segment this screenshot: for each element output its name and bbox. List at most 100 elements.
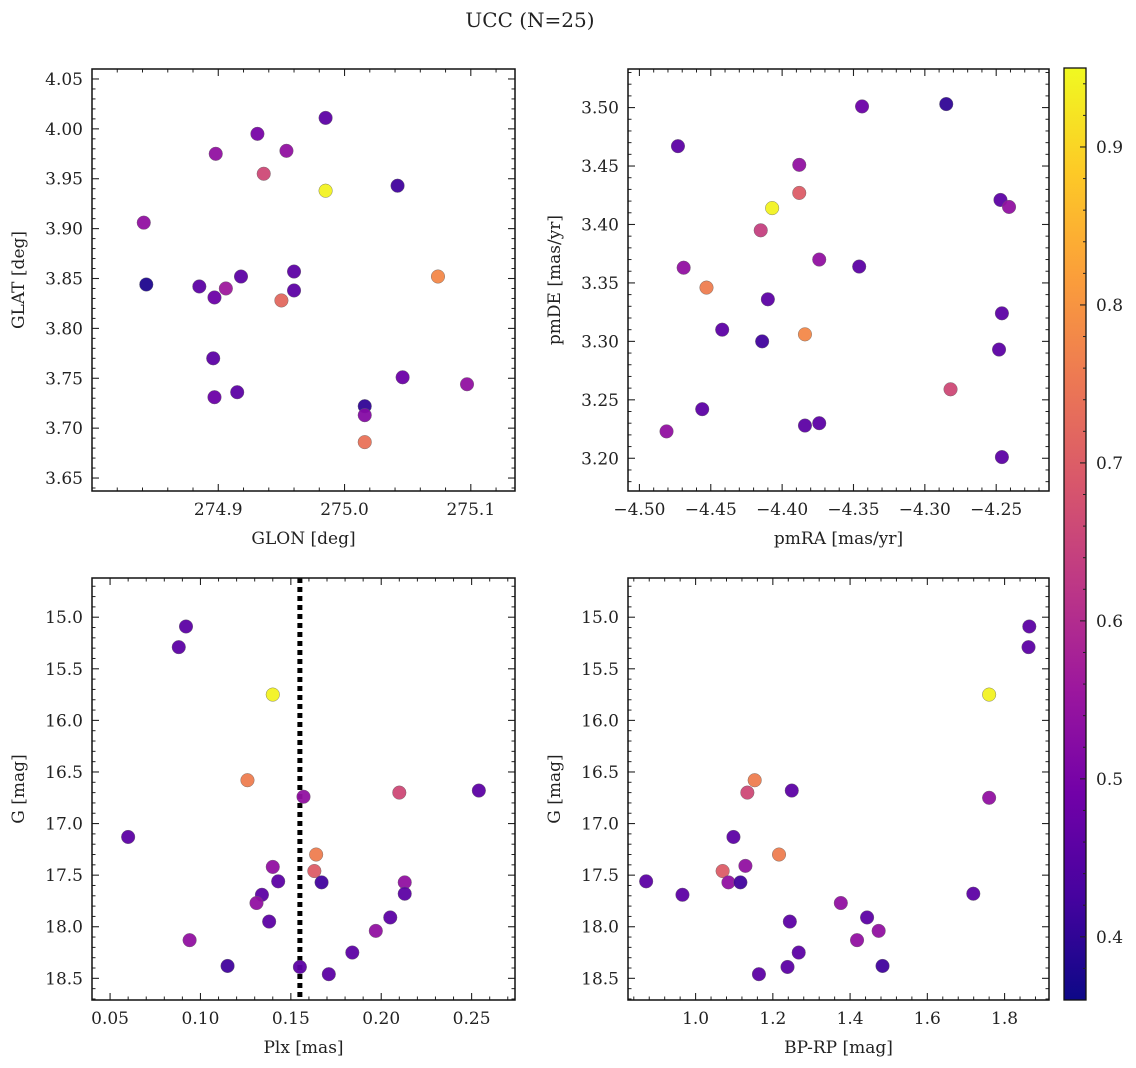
y-tick-label: 3.70 xyxy=(45,419,83,439)
scatter-point xyxy=(850,933,865,948)
scatter-panel-plx-g: 0.05 0.10 0.15 0.20 0.25 15.0 15.5 16.0 16.5 17.0… xyxy=(9,577,516,1058)
colorbar-tick-label: 0.9 xyxy=(1096,138,1123,158)
x-tick-label: 1.6 xyxy=(914,1009,941,1029)
x-tick-label: −4.25 xyxy=(970,500,1022,520)
scatter-point xyxy=(279,143,294,158)
scatter-panel-bprp-g: 1.0 1.2 1.4 1.6 1.8 15.0 15.5 16.0 16.5 17.0 17.5 1… xyxy=(545,577,1050,1058)
scatter-point xyxy=(357,408,372,423)
axis-ticks xyxy=(628,69,1049,491)
scatter-point xyxy=(265,859,280,874)
scatter-point xyxy=(659,424,674,439)
x-tick-label: 275.1 xyxy=(446,500,495,520)
scatter-point xyxy=(309,847,324,862)
scatter-point xyxy=(791,945,806,960)
scatter-point xyxy=(314,875,329,890)
scatter-point xyxy=(772,847,787,862)
x-tick-label: 0.25 xyxy=(453,1009,491,1029)
colorbar-tick-label: 0.7 xyxy=(1096,454,1123,474)
scatter-point xyxy=(240,773,255,788)
scatter-point xyxy=(721,875,736,890)
scatter-point xyxy=(639,874,654,889)
x-axis-label: Plx [mas] xyxy=(263,1038,343,1058)
y-tick-label: 4.00 xyxy=(45,120,83,140)
scatter-point xyxy=(136,215,151,230)
scatter-point xyxy=(287,283,302,298)
y-tick-label: 18.0 xyxy=(581,918,619,938)
y-axis-label: pmDE [mas/yr] xyxy=(545,215,565,345)
scatter-point xyxy=(296,789,311,804)
colorbar-tick-label: 0.6 xyxy=(1096,612,1123,632)
y-tick-label: 17.0 xyxy=(581,815,619,835)
x-tick-label: −4.30 xyxy=(899,500,951,520)
scatter-point xyxy=(994,450,1009,465)
scatter-point xyxy=(318,110,333,125)
scatter-points xyxy=(136,110,475,450)
scatter-point xyxy=(780,959,795,974)
colorbar: 0.4 0.5 0.6 0.7 0.8 0.9 xyxy=(1063,67,1123,1001)
scatter-point xyxy=(733,875,748,890)
scatter-point xyxy=(675,887,690,902)
scatter-point xyxy=(390,178,405,193)
scatter-panel-pmra-pmde: −4.50 −4.45 −4.40 −4.35 −4.30 −4.25 3.20 3.25 3.… xyxy=(545,68,1050,549)
scatter-point xyxy=(939,97,954,112)
scatter-point xyxy=(852,259,867,274)
x-tick-label: 274.9 xyxy=(194,500,243,520)
scatter-point xyxy=(1021,640,1036,655)
y-tick-label: 17.5 xyxy=(581,866,619,886)
scatter-point xyxy=(292,959,307,974)
y-tick-label: 3.25 xyxy=(581,391,619,411)
x-axis-label: pmRA [mas/yr] xyxy=(774,529,903,549)
scatter-point xyxy=(726,829,741,844)
scatter-point xyxy=(395,370,410,385)
y-tick-label: 15.0 xyxy=(45,608,83,628)
plot-frame xyxy=(627,577,1050,1001)
scatter-point xyxy=(1002,199,1017,214)
scatter-points xyxy=(639,619,1037,982)
y-tick-label: 15.0 xyxy=(581,608,619,628)
y-tick-label: 18.0 xyxy=(45,918,83,938)
scatter-point xyxy=(943,382,958,397)
scatter-point xyxy=(740,785,755,800)
scatter-point xyxy=(207,290,222,305)
scatter-point xyxy=(760,292,775,307)
scatter-point xyxy=(755,334,770,349)
scatter-point xyxy=(784,783,799,798)
scatter-point xyxy=(256,166,271,181)
scatter-points xyxy=(659,97,1017,465)
scatter-point xyxy=(994,306,1009,321)
y-tick-label: 3.90 xyxy=(45,220,83,240)
scatter-point xyxy=(230,385,245,400)
x-tick-label: 0.05 xyxy=(91,1009,129,1029)
scatter-point xyxy=(871,923,886,938)
scatter-point xyxy=(392,785,407,800)
axis-ticks xyxy=(91,578,515,1000)
scatter-point xyxy=(471,783,486,798)
scatter-point xyxy=(812,416,827,431)
scatter-point xyxy=(765,201,780,216)
scatter-point xyxy=(1022,619,1037,634)
x-tick-label: 1.2 xyxy=(759,1009,786,1029)
y-tick-label: 15.5 xyxy=(581,660,619,680)
scatter-point xyxy=(695,402,710,417)
x-tick-label: 0.10 xyxy=(182,1009,220,1029)
scatter-point xyxy=(676,260,691,275)
scatter-point xyxy=(738,858,753,873)
scatter-point xyxy=(460,377,475,392)
scatter-point xyxy=(792,157,807,172)
colorbar-tick-label: 0.4 xyxy=(1096,928,1123,948)
scatter-point xyxy=(992,342,1007,357)
colorbar-tick-label: 0.8 xyxy=(1096,296,1123,316)
scatter-point xyxy=(715,864,730,879)
axis-ticks xyxy=(91,68,515,491)
x-tick-label: −4.35 xyxy=(827,500,879,520)
scatter-point xyxy=(206,351,221,366)
x-axis-label: GLON [deg] xyxy=(251,529,355,549)
scatter-point xyxy=(249,896,264,911)
scatter-point xyxy=(670,139,685,154)
scatter-point xyxy=(875,958,890,973)
scatter-point xyxy=(208,146,223,161)
scatter-point xyxy=(265,687,280,702)
scatter-point xyxy=(250,126,265,141)
y-tick-label: 16.5 xyxy=(45,763,83,783)
y-tick-label: 4.05 xyxy=(45,70,83,90)
